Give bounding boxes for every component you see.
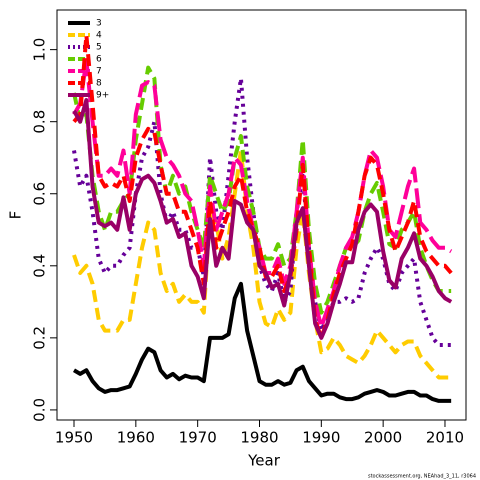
- footnote: stockassessment.org, NEAhad_3_11, r3064: [368, 474, 476, 480]
- legend-label: 3: [96, 19, 102, 29]
- legend-label: 5: [96, 43, 102, 53]
- y-tick-label: 0.6: [31, 182, 49, 206]
- legend-label: 6: [96, 55, 102, 65]
- legend-label: 9+: [96, 91, 109, 101]
- series-line: [72, 65, 452, 315]
- y-tick-label: 0.8: [31, 110, 49, 134]
- series-line: [72, 76, 452, 348]
- series-line: [72, 33, 453, 340]
- y-tick-label: 1.0: [31, 38, 49, 62]
- series-line: [72, 148, 452, 380]
- plot-frame: [56, 9, 467, 421]
- y-tick-label: 0.4: [31, 254, 49, 278]
- series-line: [72, 281, 452, 403]
- x-tick-label: 2000: [364, 429, 402, 447]
- x-tick-label: 1950: [55, 429, 93, 447]
- x-tick-label: 1980: [240, 429, 278, 447]
- x-tick-label: 2010: [426, 429, 464, 447]
- y-axis-label: F: [7, 211, 25, 220]
- x-tick-label: 1960: [117, 429, 155, 447]
- legend-label: 7: [96, 67, 102, 77]
- y-tick-label: 0.0: [31, 398, 49, 422]
- legend-label: 8: [96, 79, 102, 89]
- legend-label: 4: [96, 31, 102, 41]
- x-axis-label: Year: [247, 452, 281, 470]
- series-line: [72, 98, 453, 340]
- series-line: [72, 58, 453, 330]
- x-tick-label: 1990: [302, 429, 340, 447]
- x-tick-label: 1970: [179, 429, 217, 447]
- y-tick-label: 0.2: [31, 326, 49, 350]
